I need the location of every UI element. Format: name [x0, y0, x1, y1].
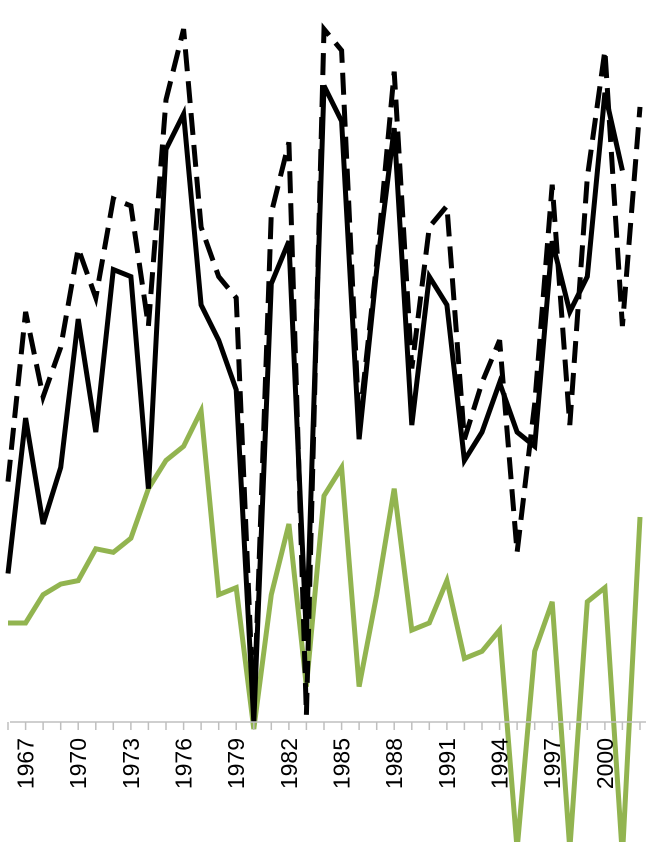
series-layer [5, 22, 643, 842]
x-tick-label: 1967 [13, 738, 39, 789]
x-tick-label: 1976 [171, 738, 197, 789]
x-tick-label: 1994 [487, 738, 513, 789]
series-line-2 [5, 84, 625, 723]
x-tick-label: 1979 [223, 738, 249, 789]
x-tick-label: 1991 [434, 738, 460, 789]
x-tick-label: 1985 [329, 738, 355, 789]
x-tick-layer: 1967 1970 1973 1976 1979 1982 1985 1988 1991 1994… [7, 722, 641, 789]
x-tick-label: 2000 [592, 738, 618, 789]
x-tick-label: 1982 [276, 738, 302, 789]
x-tick-label: 1973 [118, 738, 144, 789]
series-line-1 [5, 22, 643, 716]
x-tick-label: 1970 [65, 738, 91, 789]
series-line-3 [8, 401, 643, 842]
x-tick-label: 1997 [539, 738, 565, 789]
x-tick-label: 1988 [381, 738, 407, 789]
